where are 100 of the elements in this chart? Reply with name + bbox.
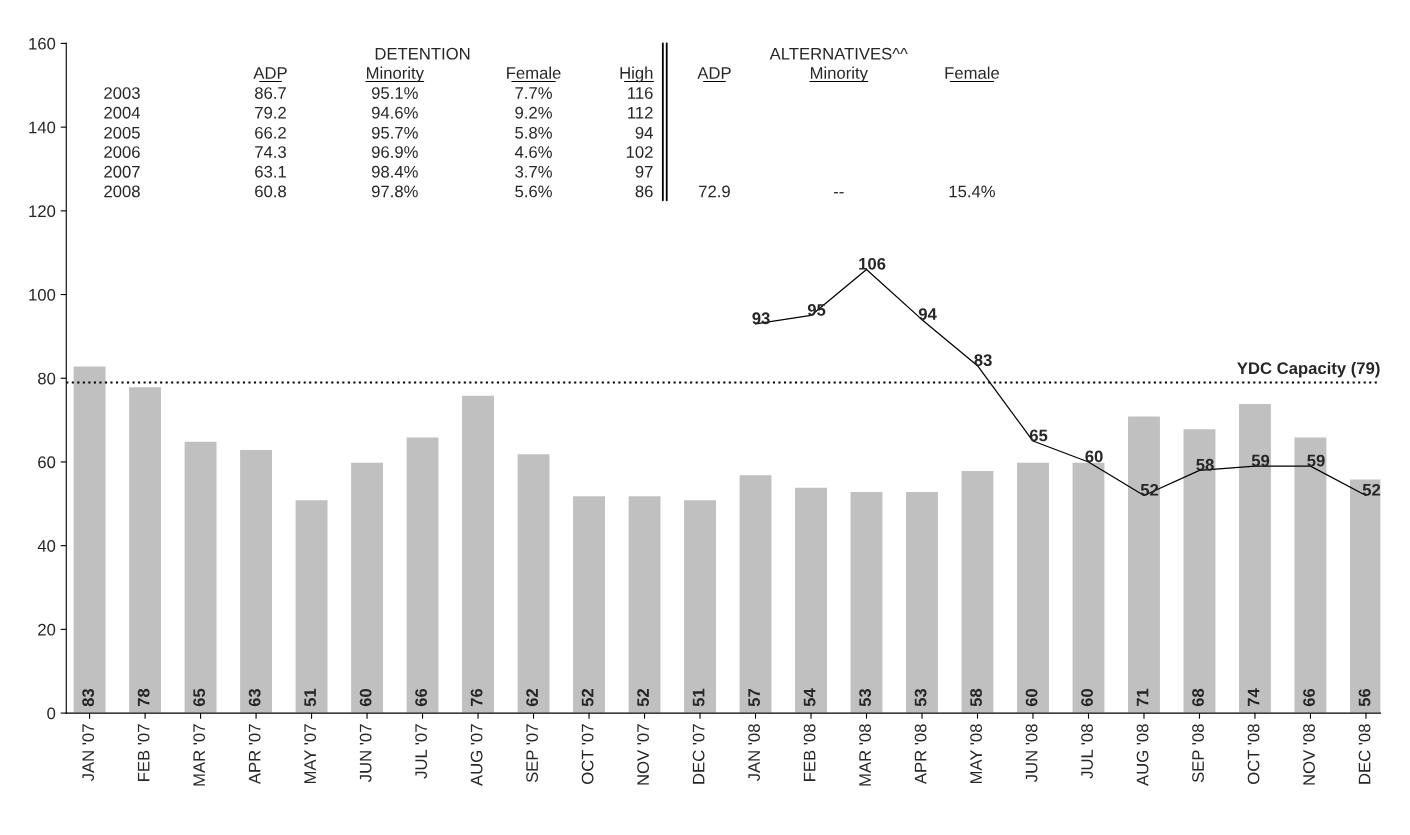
x-tick-label: MAY '08 (970, 724, 982, 784)
annotation: 74.3 (255, 146, 286, 158)
data-label: 68 (1192, 688, 1204, 707)
annotation: Female (507, 66, 561, 79)
annotation: 9.2% (515, 106, 552, 119)
bar (460, 394, 496, 714)
y-tick-label: 100 (29, 288, 56, 301)
annotation: 5.6% (515, 185, 552, 198)
bar (516, 452, 551, 714)
bar (682, 498, 718, 714)
data-label: 51 (304, 688, 317, 707)
annotation: 7.7% (515, 87, 552, 99)
x-tick-label: JUL '07 (415, 724, 428, 779)
x-tick-label: OCT '07 (581, 724, 594, 784)
x-tick-label: NOV '07 (637, 724, 649, 785)
data-label: 54 (803, 688, 816, 707)
x-tick-label: AUG '07 (470, 724, 483, 786)
x-tick-label: FEB '08 (803, 724, 816, 781)
data-label: 52 (637, 688, 649, 707)
data-label: 57 (748, 689, 760, 707)
bar (1015, 461, 1051, 714)
data-label: 53 (859, 688, 871, 707)
y-tick-label: 80 (38, 372, 56, 385)
x-tick-label: JUL '08 (1081, 724, 1093, 779)
x-tick-label: JUN '07 (359, 724, 372, 782)
annotation: 2003 (104, 87, 140, 99)
data-label: 59 (1307, 454, 1325, 467)
bar (127, 385, 163, 714)
y-tick-label: 40 (37, 540, 56, 552)
x-tick-label: SEP '08 (1192, 724, 1204, 783)
annotation: 102 (626, 146, 653, 158)
bar (1293, 436, 1328, 714)
annotation: 2008 (104, 185, 140, 198)
data-label: 65 (1029, 429, 1048, 442)
data-label: 60 (1085, 450, 1103, 463)
annotation: 2004 (104, 106, 141, 119)
annotation: 86.7 (255, 87, 286, 99)
annotation: 66.2 (255, 126, 286, 139)
data-label: 71 (1136, 688, 1149, 707)
bar (1182, 427, 1217, 714)
x-tick-label: NOV '08 (1303, 724, 1315, 785)
bar (793, 486, 829, 714)
x-tick-label: SEP '07 (526, 724, 539, 783)
annotation: 116 (628, 87, 653, 99)
data-label: 83 (82, 688, 95, 707)
ref-line-label: YDC Capacity (79) (1237, 361, 1380, 378)
annotation: 2005 (104, 126, 140, 139)
bar (183, 440, 218, 714)
annotation: 63.1 (255, 165, 286, 178)
data-label: 56 (1358, 688, 1371, 707)
annotation: 15.4% (949, 185, 995, 198)
x-tick-label: OCT '08 (1247, 724, 1260, 784)
bar (238, 448, 274, 714)
annotation: 94 (635, 126, 653, 139)
data-label: 66 (415, 688, 428, 707)
bar (849, 490, 884, 714)
data-label: 76 (470, 688, 483, 707)
data-label: 52 (581, 688, 594, 707)
bar (627, 494, 662, 714)
data-label: 52 (1362, 483, 1381, 496)
annotation: 79.2 (255, 106, 286, 119)
annotation: 72.9 (699, 185, 730, 198)
annotation: 2007 (104, 165, 140, 178)
annotation: 60.8 (255, 185, 286, 198)
x-tick-label: MAR '07 (193, 724, 206, 786)
bar (960, 469, 995, 714)
y-tick-label: 60 (38, 456, 56, 469)
x-tick-label: MAY '07 (304, 724, 317, 784)
data-label: 65 (193, 688, 206, 707)
x-tick-label: JAN '08 (748, 724, 760, 782)
bar (1126, 415, 1162, 714)
data-label: 83 (974, 354, 992, 367)
annotation: 97 (635, 165, 653, 178)
annotation: 4.6% (514, 146, 552, 158)
bar (294, 498, 329, 714)
data-label: 94 (918, 308, 937, 320)
annotation: Minority (810, 66, 868, 83)
x-tick-label: JAN '07 (82, 724, 95, 782)
bar (904, 490, 940, 714)
annotation: -- (833, 192, 844, 194)
annotation: 95.1% (371, 87, 418, 99)
data-label: 106 (859, 257, 886, 270)
bar (349, 461, 385, 714)
x-tick-label: FEB '07 (137, 724, 150, 781)
annotation: 112 (628, 106, 653, 119)
annotation: 98.4% (371, 165, 418, 178)
x-tick-label: APR '07 (248, 724, 261, 785)
data-label: 93 (752, 312, 770, 325)
bar (571, 494, 607, 714)
annotation: 97.8% (371, 185, 418, 198)
y-tick-label: 0 (47, 707, 56, 720)
data-label: 58 (970, 688, 982, 707)
data-label: 60 (359, 688, 372, 707)
y-tick-label: 20 (38, 623, 56, 636)
data-label: 53 (914, 688, 927, 707)
annotation: Minority (367, 66, 424, 83)
annotation: High (620, 66, 653, 83)
y-tick-label: 160 (29, 37, 56, 50)
annotation: 5.8% (515, 126, 552, 139)
bar (72, 365, 107, 714)
